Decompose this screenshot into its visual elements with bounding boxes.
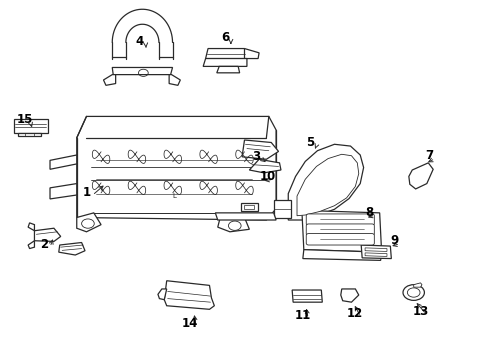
Text: 6: 6: [221, 31, 229, 44]
Polygon shape: [112, 67, 172, 75]
Polygon shape: [50, 155, 77, 169]
Polygon shape: [340, 289, 358, 302]
Text: 7: 7: [425, 149, 432, 162]
Text: 15: 15: [17, 113, 33, 126]
Polygon shape: [77, 213, 101, 232]
Polygon shape: [365, 248, 386, 251]
Text: 1: 1: [82, 186, 90, 199]
Polygon shape: [242, 140, 278, 159]
Polygon shape: [302, 249, 381, 260]
Polygon shape: [413, 283, 421, 287]
Polygon shape: [203, 59, 246, 66]
Polygon shape: [249, 159, 281, 173]
Text: 8: 8: [365, 206, 373, 219]
Polygon shape: [50, 184, 77, 199]
FancyBboxPatch shape: [305, 234, 373, 245]
Text: 10: 10: [259, 170, 275, 183]
Polygon shape: [291, 290, 322, 302]
Polygon shape: [301, 210, 381, 252]
Polygon shape: [164, 281, 214, 309]
Polygon shape: [59, 243, 85, 255]
Polygon shape: [77, 116, 276, 220]
Text: 4: 4: [136, 35, 144, 48]
Polygon shape: [296, 154, 358, 216]
Polygon shape: [14, 118, 47, 133]
Polygon shape: [169, 75, 180, 85]
Polygon shape: [34, 228, 61, 242]
Polygon shape: [103, 75, 116, 85]
Text: L: L: [172, 193, 176, 199]
Polygon shape: [408, 163, 432, 189]
Circle shape: [402, 285, 424, 300]
Polygon shape: [287, 144, 363, 220]
Text: 13: 13: [411, 305, 428, 318]
Polygon shape: [273, 200, 290, 217]
Text: 14: 14: [182, 317, 198, 330]
Text: 5: 5: [306, 136, 314, 149]
Polygon shape: [215, 213, 276, 220]
Text: 3: 3: [252, 150, 260, 163]
Polygon shape: [365, 253, 386, 256]
FancyBboxPatch shape: [305, 214, 373, 225]
Text: 2: 2: [40, 238, 48, 251]
Text: 12: 12: [346, 307, 362, 320]
Polygon shape: [19, 133, 41, 136]
Text: 11: 11: [294, 309, 310, 322]
Polygon shape: [158, 289, 166, 300]
Polygon shape: [244, 49, 259, 59]
Polygon shape: [361, 245, 390, 258]
Polygon shape: [240, 203, 258, 211]
Polygon shape: [28, 241, 34, 249]
Polygon shape: [205, 49, 246, 59]
Polygon shape: [216, 66, 239, 73]
Polygon shape: [28, 223, 34, 231]
Text: 9: 9: [389, 234, 398, 247]
Polygon shape: [217, 217, 249, 232]
FancyBboxPatch shape: [305, 224, 373, 235]
